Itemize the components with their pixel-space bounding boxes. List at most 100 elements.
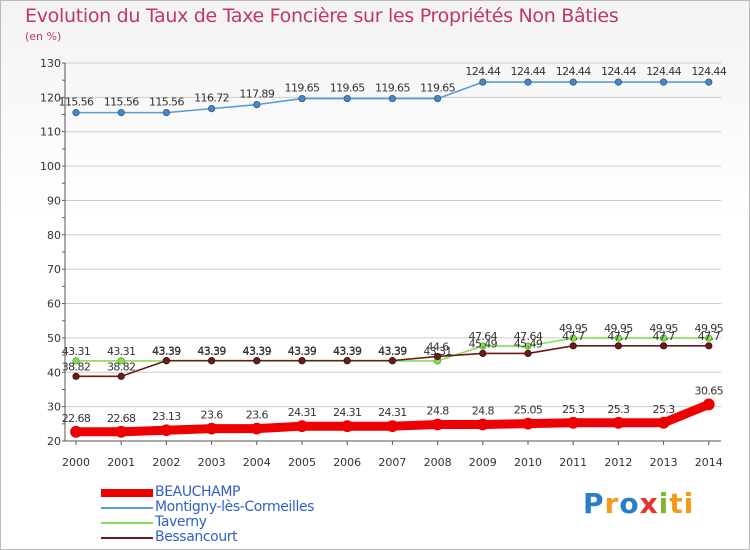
x-tick-label: 2011 [559,456,587,469]
data-point [479,78,487,86]
data-point [298,94,306,103]
legend-item-montigny[interactable]: Montigny-lès-Cormeilles [101,499,361,515]
data-point [208,357,216,365]
legend-label-montigny: Montigny-lès-Cormeilles [155,499,315,515]
data-label: 49.95 [649,322,678,335]
data-label: 43.39 [152,345,181,358]
chart-title: Evolution du Taux de Taxe Foncière sur l… [25,5,619,27]
data-label: 38.82 [107,360,136,373]
data-label: 24.8 [472,405,495,418]
x-tick-label: 2014 [695,456,723,469]
data-point [341,420,354,433]
data-label: 22.68 [107,412,136,425]
data-label: 117.89 [239,88,274,101]
data-point [388,357,396,365]
x-tick-label: 2013 [650,456,678,469]
data-label: 25.3 [607,403,630,416]
data-label: 23.6 [201,409,224,422]
data-point [524,78,532,86]
data-point [524,349,532,358]
legend-label-bessancourt: Bessancourt [155,529,238,545]
data-label: 24.31 [333,406,362,419]
data-label: 45.49 [514,337,543,350]
data-labels-layer: 22.68 22.68 23.13 23.6 23.6 24.31 24.31 24.31 24… [59,65,728,425]
data-label: 43.39 [333,345,362,358]
data-point [70,425,82,438]
legend-item-taverny[interactable]: Taverny [101,514,361,530]
data-label: 43.31 [107,345,136,358]
data-point [388,94,396,103]
data-label: 38.82 [62,360,91,373]
x-tick-label: 2007 [378,456,406,469]
y-tick-label: 50 [47,332,61,345]
x-tick-label: 2005 [288,456,316,469]
data-point [569,334,577,342]
proxiti-logo: Proxiti [583,487,695,520]
y-tick-label: 70 [47,263,61,276]
legend-swatch-bessancourt [101,537,153,539]
data-label: 24.8 [427,405,450,418]
data-label: 43.39 [152,345,181,358]
data-point [72,357,80,365]
y-tick-label: 20 [47,435,61,448]
data-point [115,425,128,438]
data-point [705,78,713,86]
y-tick-label: 30 [47,401,61,414]
data-point [386,420,399,433]
data-label: 25.05 [514,404,543,417]
data-point [659,342,668,350]
data-label: 124.44 [601,65,636,78]
data-label: 45.49 [469,337,498,350]
data-point [657,416,670,429]
data-point [479,349,487,358]
data-label: 47.7 [698,330,721,343]
data-label: 43.39 [243,345,272,358]
axes: 20 30 40 50 60 70 80 90 100 110 120 130 2000 2001 2002… [40,57,723,469]
data-point [479,342,487,350]
y-axis-unit-label: (en %) [25,30,62,43]
data-point [72,109,80,117]
y-tick-label: 60 [47,298,61,311]
data-point [569,78,577,86]
data-label: 43.39 [243,345,272,358]
data-point [253,357,261,365]
y-tick-label: 90 [47,194,61,207]
data-point [253,101,261,109]
data-point [614,334,623,342]
x-tick-label: 2010 [514,456,542,469]
data-label: 47.7 [653,330,676,343]
data-label: 43.39 [333,345,362,358]
legend-item-beauchamp[interactable]: BEAUCHAMP [101,484,361,500]
y-tick-label: 80 [47,229,61,242]
data-point [296,420,308,433]
data-point [705,342,713,350]
data-label: 24.31 [288,406,317,419]
data-label: 49.95 [604,322,633,335]
data-point [612,416,625,429]
data-point [659,334,668,342]
data-point [614,78,623,86]
data-point [433,352,442,361]
x-tick-label: 2006 [333,456,361,469]
legend-item-bessancourt[interactable]: Bessancourt [101,529,361,545]
data-label: 47.7 [562,330,585,343]
data-point [431,418,444,431]
data-label: 124.44 [511,65,546,78]
x-tick-label: 2003 [198,456,226,469]
x-tick-label: 2012 [604,456,632,469]
data-label: 43.39 [378,345,407,358]
data-label: 30.65 [695,384,724,397]
data-point [162,109,170,117]
series-layer [70,78,715,438]
data-label: 23.6 [246,409,269,422]
data-label: 43.31 [423,345,452,358]
data-label: 47.7 [607,330,630,343]
data-point [205,422,218,435]
data-label: 24.31 [378,406,407,419]
data-point [567,416,580,429]
data-label: 115.56 [104,96,139,109]
data-point [117,372,125,380]
legend-swatch-montigny [101,507,153,509]
data-label: 43.39 [378,345,407,358]
y-tick-label: 40 [47,366,61,379]
